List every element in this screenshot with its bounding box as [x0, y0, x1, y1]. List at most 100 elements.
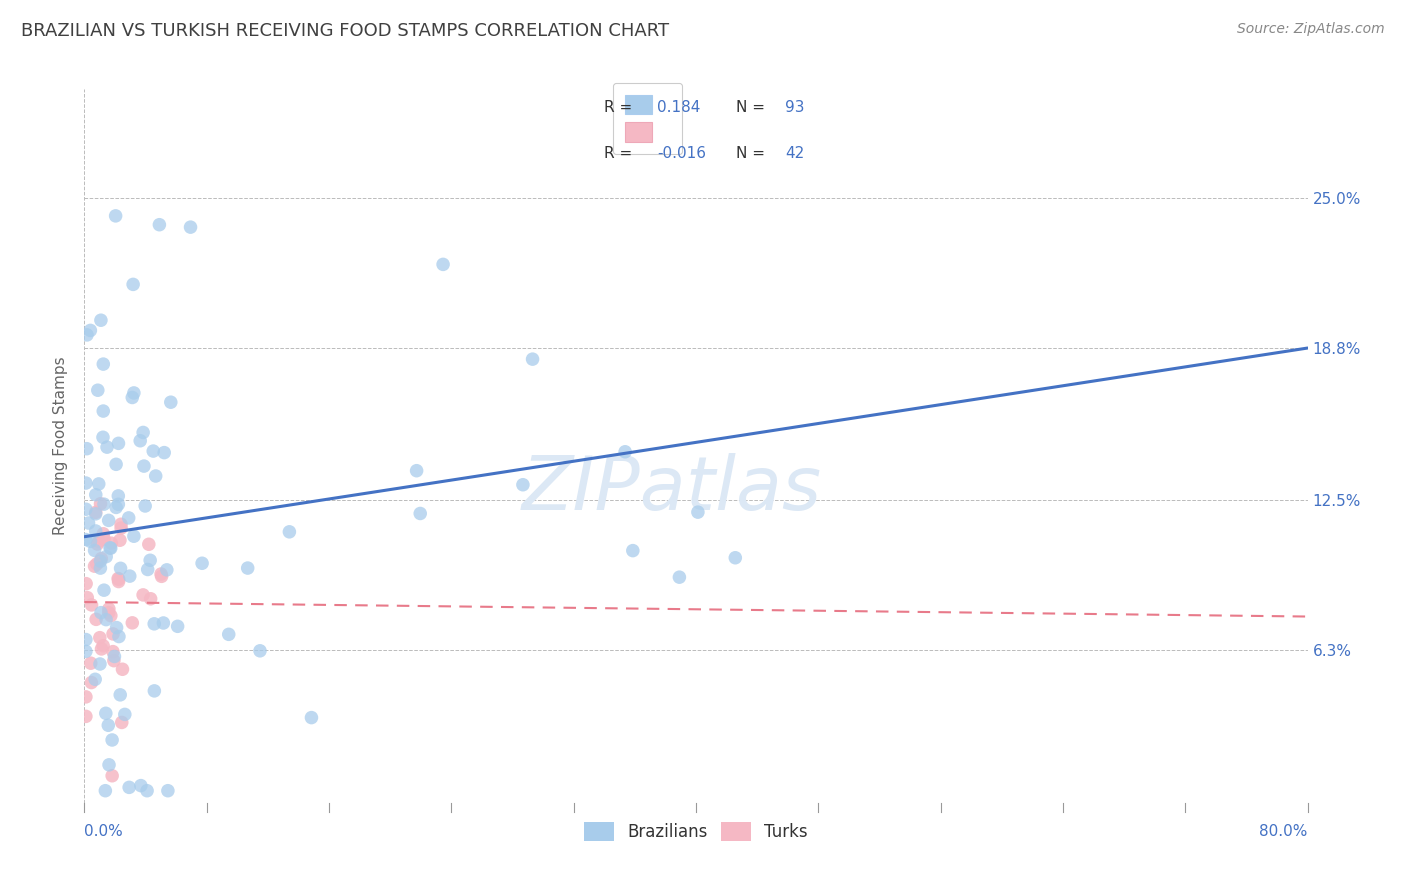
Point	[83, 559, 105, 574]
Point	[75, 690, 97, 704]
Point	[614, 444, 637, 458]
Point	[89, 631, 111, 645]
Point	[110, 521, 132, 535]
Point	[83, 543, 105, 558]
Point	[84, 505, 107, 519]
Point	[724, 550, 747, 565]
Point	[89, 561, 111, 575]
Point	[84, 612, 107, 626]
Point	[142, 444, 165, 458]
Point	[118, 780, 141, 795]
Point	[75, 644, 97, 658]
Point	[180, 220, 202, 235]
Point	[150, 569, 173, 583]
Point	[110, 688, 132, 702]
Point	[96, 440, 118, 454]
Text: -0.016: -0.016	[657, 146, 706, 161]
Point	[97, 606, 120, 620]
Text: R =: R =	[605, 146, 633, 161]
Point	[139, 591, 162, 606]
Point	[129, 779, 152, 793]
Point	[405, 464, 427, 478]
Point	[121, 615, 143, 630]
Point	[107, 436, 129, 450]
Point	[129, 434, 152, 448]
Point	[100, 541, 122, 556]
Point	[105, 500, 128, 515]
Text: 0.184: 0.184	[657, 100, 700, 115]
Point	[143, 684, 166, 698]
Point	[104, 209, 127, 223]
Point	[432, 257, 454, 271]
Point	[100, 608, 122, 623]
Point	[84, 673, 107, 687]
Point	[166, 619, 188, 633]
Point	[218, 627, 240, 641]
Point	[87, 534, 110, 549]
Point	[100, 536, 122, 550]
Text: 0.0%: 0.0%	[84, 824, 124, 839]
Point	[249, 644, 271, 658]
Point	[143, 616, 166, 631]
Point	[80, 598, 103, 612]
Point	[89, 554, 111, 568]
Text: R =: R =	[605, 100, 633, 115]
Point	[75, 709, 97, 723]
Point	[91, 526, 114, 541]
Point	[107, 574, 129, 589]
Point	[105, 621, 128, 635]
Point	[132, 459, 155, 474]
Point	[94, 613, 117, 627]
Point	[75, 632, 97, 647]
Point	[132, 425, 155, 440]
Point	[93, 497, 115, 511]
Point	[98, 757, 121, 772]
Point	[90, 313, 112, 327]
Y-axis label: Receiving Food Stamps: Receiving Food Stamps	[53, 357, 69, 535]
Point	[75, 533, 97, 547]
Point	[90, 641, 112, 656]
Point	[278, 524, 301, 539]
Point	[75, 476, 97, 491]
Point	[93, 583, 115, 598]
Point	[156, 783, 179, 797]
Point	[98, 541, 121, 555]
Point	[96, 549, 118, 564]
Point	[75, 502, 97, 516]
Point	[409, 507, 432, 521]
Point	[111, 662, 134, 676]
Point	[97, 602, 120, 616]
Point	[90, 606, 112, 620]
Point	[122, 277, 145, 292]
Point	[148, 218, 170, 232]
Point	[110, 561, 132, 575]
Point	[91, 430, 114, 444]
Point	[153, 445, 176, 459]
Point	[150, 567, 173, 582]
Point	[97, 718, 120, 732]
Point	[84, 524, 107, 538]
Point	[89, 657, 111, 671]
Point	[156, 563, 179, 577]
Point	[91, 639, 114, 653]
Point	[107, 497, 129, 511]
Legend: Brazilians, Turks: Brazilians, Turks	[578, 815, 814, 848]
Point	[90, 551, 112, 566]
Point	[118, 569, 141, 583]
Point	[686, 505, 709, 519]
Point	[107, 572, 129, 586]
Text: N =: N =	[737, 100, 765, 115]
Point	[108, 630, 131, 644]
Point	[122, 529, 145, 543]
Point	[101, 627, 124, 641]
Point	[105, 458, 128, 472]
Text: 93: 93	[786, 100, 804, 115]
Point	[132, 588, 155, 602]
Point	[110, 517, 132, 532]
Point	[145, 469, 167, 483]
Point	[236, 561, 259, 575]
Point	[94, 706, 117, 721]
Text: 80.0%: 80.0%	[1260, 824, 1308, 839]
Point	[79, 534, 101, 549]
Point	[80, 656, 103, 670]
